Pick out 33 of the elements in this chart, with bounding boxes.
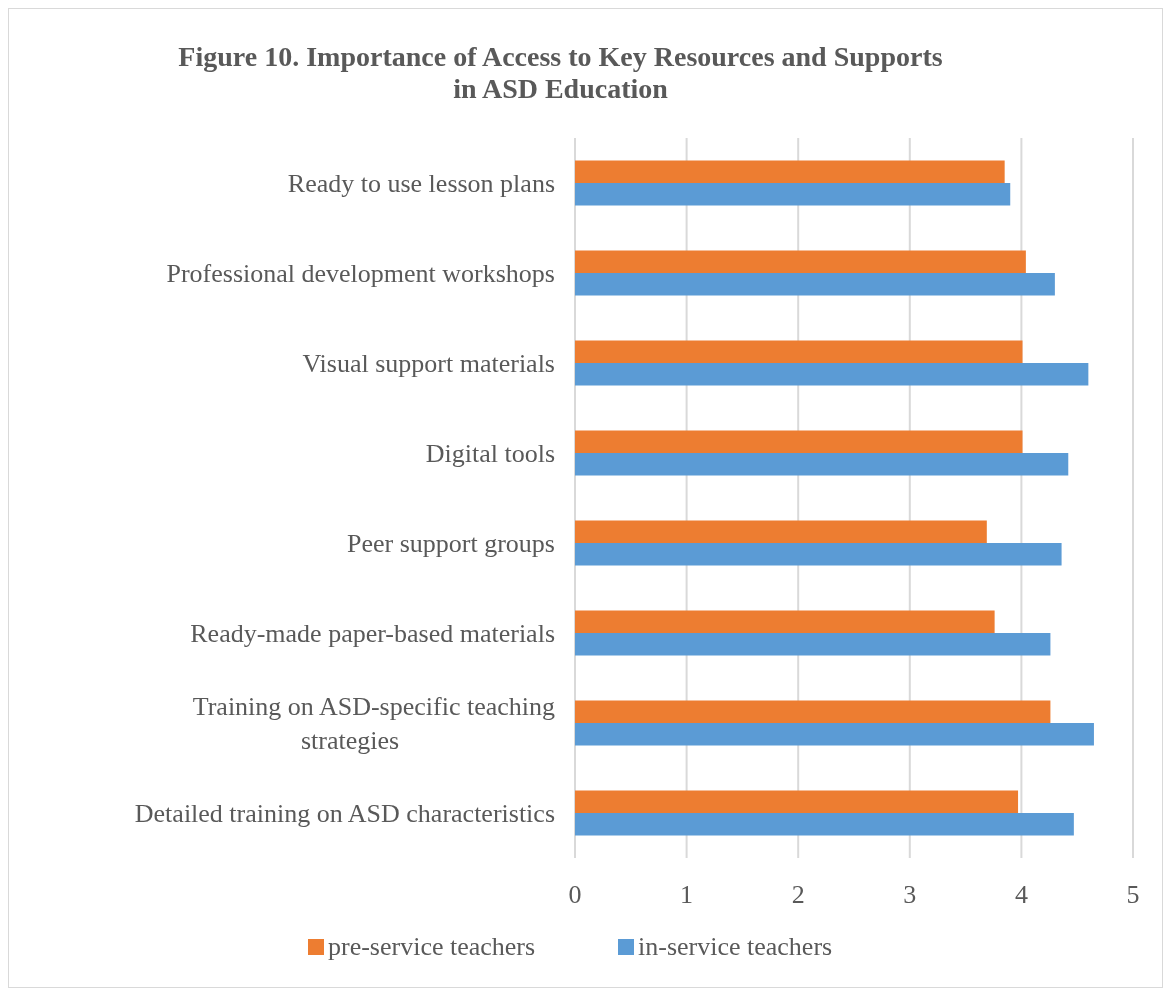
x-tick-label: 4 bbox=[1014, 880, 1028, 909]
bar bbox=[575, 610, 995, 633]
bar bbox=[575, 723, 1094, 746]
bar bbox=[575, 160, 1005, 183]
bar bbox=[575, 183, 1011, 206]
bar bbox=[575, 543, 1062, 566]
bar bbox=[575, 813, 1074, 836]
y-tick-label: Peer support groups bbox=[347, 529, 555, 558]
y-tick-label: Professional development workshops bbox=[166, 259, 555, 288]
y-tick-label: Visual support materials bbox=[302, 349, 555, 378]
legend-label: in-service teachers bbox=[638, 932, 833, 961]
y-tick-label: Detailed training on ASD characteristics bbox=[134, 799, 555, 828]
bar bbox=[575, 633, 1051, 656]
bar bbox=[575, 430, 1023, 453]
bar bbox=[575, 790, 1019, 813]
bar bbox=[575, 273, 1055, 296]
bar bbox=[575, 363, 1089, 386]
legend-label: pre-service teachers bbox=[328, 932, 536, 961]
chart-title: Figure 10. Importance of Access to Key Resources and Supports in ASD Education bbox=[178, 41, 943, 104]
bar bbox=[575, 700, 1051, 723]
y-tick-label: Ready to use lesson plans bbox=[287, 169, 555, 198]
bar bbox=[575, 453, 1069, 476]
bar bbox=[575, 520, 987, 543]
x-tick-label: 3 bbox=[903, 880, 917, 909]
y-tick-label: Digital tools bbox=[425, 439, 555, 468]
y-tick-label: Training on ASD-specific teaching strategies bbox=[192, 692, 555, 755]
x-tick-label: 2 bbox=[791, 880, 805, 909]
x-tick-label: 1 bbox=[680, 880, 694, 909]
y-tick-label: Ready-made paper-based materials bbox=[190, 619, 555, 648]
bar bbox=[575, 340, 1023, 363]
x-tick-label: 5 bbox=[1126, 880, 1140, 909]
x-tick-label: 0 bbox=[568, 880, 582, 909]
bar bbox=[575, 250, 1026, 273]
